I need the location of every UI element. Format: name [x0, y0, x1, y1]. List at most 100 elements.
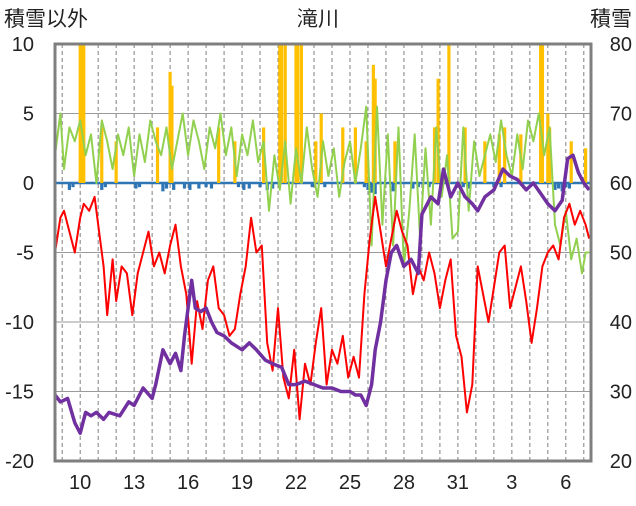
negative_bars-bar	[103, 183, 107, 188]
precipitation-bar	[283, 44, 287, 183]
snow_depth-line	[53, 153, 591, 435]
right-tick-label: 70	[610, 104, 632, 126]
negative_bars-bar	[164, 183, 169, 189]
x-tick-label: 10	[69, 472, 91, 494]
left-tick-label: 0	[23, 173, 34, 195]
line-series	[53, 105, 591, 435]
negative_bars-bar	[499, 183, 503, 188]
precipitation-bar	[168, 71, 172, 183]
negative_bars-bar	[271, 183, 275, 189]
negative_bars-bar	[369, 183, 374, 193]
plot-border	[53, 42, 593, 463]
x-tick-label: 28	[393, 472, 415, 494]
negative_bars-bar	[411, 183, 415, 189]
precipitation-bar	[503, 127, 507, 183]
precipitation-bar	[100, 127, 104, 183]
precipitation-bar	[548, 127, 552, 183]
chart-title: 滝川	[297, 8, 339, 31]
x-tick-label: 13	[123, 472, 145, 494]
precipitation-bar	[371, 64, 375, 183]
negative_bars-bar	[247, 183, 251, 189]
precipitation-bar	[114, 141, 118, 183]
negative_bars-bar	[391, 183, 395, 192]
negative_bars-bar	[467, 183, 471, 189]
precipitation-bar	[539, 44, 543, 183]
left-tick-label: -15	[5, 382, 34, 404]
x-tick-label: 22	[285, 472, 307, 494]
precipitation-bar	[483, 141, 487, 183]
right-tick-label: 40	[610, 312, 632, 334]
precipitation-bar	[447, 44, 451, 183]
precipitation-bar	[497, 134, 501, 183]
precipitation-bar	[155, 127, 160, 183]
x-tick-label: 31	[447, 472, 469, 494]
precipitation-bar	[393, 141, 397, 183]
precipitation-bar	[319, 113, 323, 183]
precipitation-bar	[78, 44, 82, 183]
precipitation-bar	[299, 44, 304, 183]
negative_bars-bar	[197, 183, 201, 189]
precipitation-bar	[80, 44, 84, 183]
precipitation-bar	[262, 127, 266, 183]
negative_bars-bar	[204, 183, 208, 188]
precipitation-bar	[341, 127, 345, 183]
negative_bars-bar	[67, 183, 71, 190]
left-tick-label: -20	[5, 451, 34, 473]
negative_bars-bar	[137, 183, 142, 188]
precipitation-bar	[294, 44, 298, 183]
precipitation-bar	[296, 44, 300, 183]
left-tick-label: 10	[12, 34, 34, 56]
precipitation-bar	[217, 127, 221, 183]
negative_bars-bar	[416, 183, 420, 188]
precipitation-bar	[170, 85, 174, 183]
negative_bars-bar	[427, 183, 431, 188]
precipitation-bar	[364, 141, 368, 183]
negative_bars-bar	[492, 183, 496, 188]
right-tick-label: 50	[610, 243, 632, 265]
right-tick-label: 60	[610, 173, 632, 195]
negative_bars-bar	[71, 183, 75, 188]
temperature_a-line	[54, 195, 591, 421]
precipitation-bar	[584, 148, 588, 183]
negative_bars-bar	[366, 183, 370, 190]
right-tick-label: 20	[610, 451, 632, 473]
negative_bars-bar	[188, 183, 192, 190]
negative_bars-bar	[310, 183, 314, 188]
x-tick-label: 16	[177, 472, 199, 494]
right-axis-label: 積雪	[590, 8, 632, 31]
precipitation-bar	[546, 113, 550, 183]
negative_bars-bar	[553, 183, 557, 190]
precipitation-bar	[436, 78, 440, 183]
x-tick-label: 19	[231, 472, 253, 494]
right-tick-label: 80	[610, 34, 632, 56]
left-axis-label: 積雪以外	[4, 8, 88, 31]
left-tick-label: -10	[5, 312, 34, 334]
right-tick-label: 30	[610, 382, 632, 404]
negative_bars-bar	[161, 183, 165, 192]
negative_bars-bar	[236, 183, 241, 188]
precipitation-bar	[82, 44, 86, 183]
x-tick-label: 6	[560, 472, 571, 494]
negative_bars-bar	[100, 183, 104, 190]
precipitation-bar	[569, 141, 573, 183]
negative_bars-bar	[461, 183, 465, 188]
negative_bars-bar	[258, 183, 262, 188]
negative_bars-bar	[172, 183, 176, 190]
negative_bars-bar	[134, 183, 138, 189]
negative_bars-bar	[567, 183, 572, 189]
left-tick-label: 5	[23, 104, 34, 126]
precipitation-bar	[353, 127, 357, 183]
negative_bars-bar	[242, 183, 246, 190]
left-tick-label: -5	[16, 243, 34, 265]
negative_bars-bar	[373, 183, 377, 195]
negative_bars-bar	[323, 183, 327, 188]
plot-frame	[53, 42, 593, 463]
precipitation-bar	[278, 44, 282, 183]
temperature_b-line	[54, 105, 590, 275]
negative_bars-bar	[209, 183, 214, 189]
x-tick-label: 3	[506, 472, 517, 494]
precipitation-bar	[540, 44, 545, 183]
negative_bars-bar	[557, 183, 561, 189]
negative_bars-bar	[182, 183, 187, 189]
